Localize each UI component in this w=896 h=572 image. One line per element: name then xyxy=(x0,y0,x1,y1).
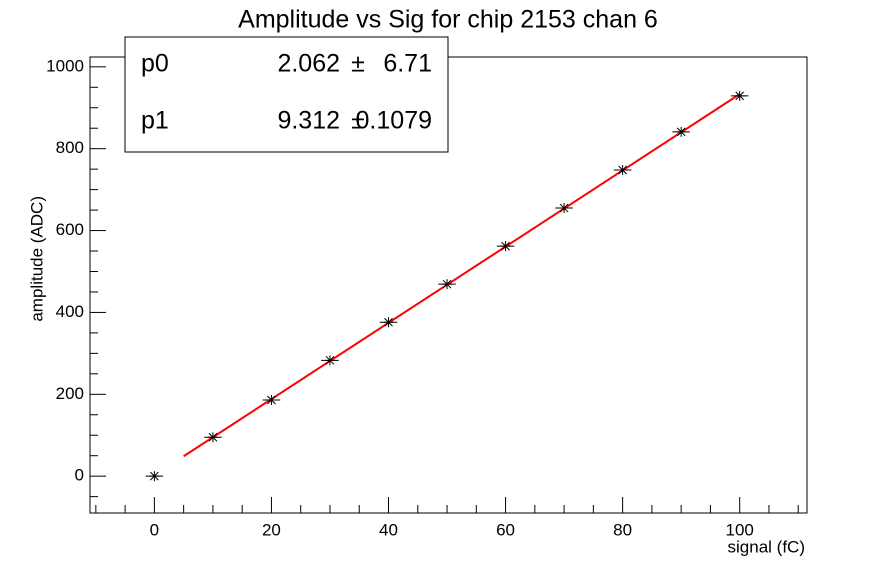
param-error: 0.1079 xyxy=(356,107,432,135)
marker xyxy=(617,164,628,175)
y-tick-label: 400 xyxy=(56,302,84,321)
x-tick-label: 20 xyxy=(262,520,281,539)
marker xyxy=(207,432,218,443)
x-axis-label: signal (fC) xyxy=(728,537,805,556)
param-name: p1 xyxy=(141,107,169,135)
marker xyxy=(734,90,745,101)
param-value: 2.062 xyxy=(277,50,340,78)
marker xyxy=(149,471,160,482)
x-tick-label: 100 xyxy=(726,520,754,539)
fit-line xyxy=(183,93,741,458)
x-tick-label: 60 xyxy=(496,520,515,539)
param-name: p0 xyxy=(141,50,169,78)
y-tick-label: 600 xyxy=(56,220,84,239)
marker xyxy=(266,395,277,406)
param-separator: ± xyxy=(351,50,365,78)
chart-title: Amplitude vs Sig for chip 2153 chan 6 xyxy=(238,6,658,34)
marker xyxy=(442,279,453,290)
param-error: 6.71 xyxy=(383,50,432,78)
marker xyxy=(500,241,511,252)
marker xyxy=(383,317,394,328)
marker xyxy=(559,203,570,214)
y-tick-label: 800 xyxy=(56,138,84,157)
x-tick-label: 80 xyxy=(613,520,632,539)
marker xyxy=(324,355,335,366)
x-tick-label: 40 xyxy=(379,520,398,539)
x-tick-label: 0 xyxy=(150,520,159,539)
y-tick-label: 0 xyxy=(75,466,84,485)
stats-box xyxy=(124,36,449,153)
marker xyxy=(676,126,687,137)
y-tick-label: 200 xyxy=(56,384,84,403)
param-value: 9.312 xyxy=(277,107,340,135)
y-axis-label: amplitude (ADC) xyxy=(27,196,46,322)
param-separator: ± xyxy=(351,107,365,135)
y-tick-label: 1000 xyxy=(46,56,84,75)
